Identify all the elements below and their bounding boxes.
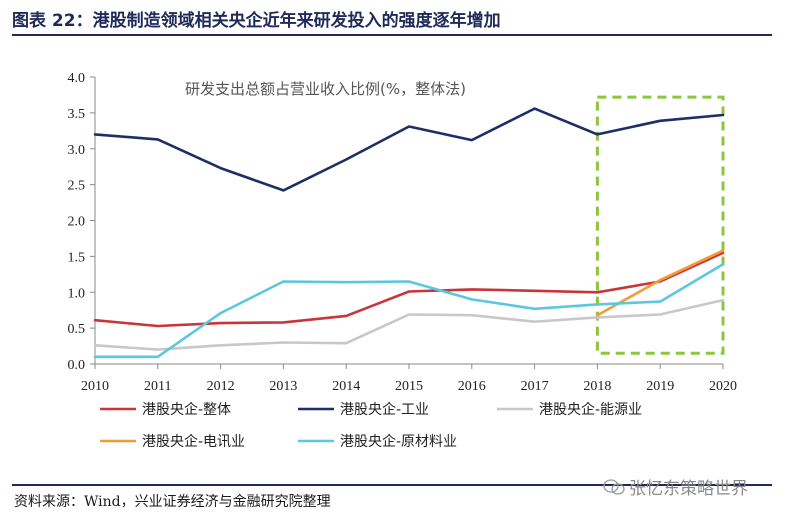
- y-tick-label: 3.5: [68, 107, 86, 122]
- legend-label: 港股央企-能源业: [539, 401, 642, 418]
- x-tick-label: 2014: [332, 379, 360, 394]
- x-tick-label: 2015: [395, 379, 423, 394]
- title-rule: [12, 34, 772, 36]
- x-tick-label: 2011: [144, 379, 171, 394]
- y-tick-label: 2.0: [68, 215, 86, 230]
- legend-label: 港股央企-整体: [142, 401, 231, 418]
- source-rule: [12, 484, 772, 486]
- chart-series: [93, 107, 725, 359]
- watermark: 张忆东策略世界: [603, 474, 748, 499]
- series-line: [93, 262, 725, 359]
- x-tick-label: 2013: [269, 379, 297, 394]
- chart-axes: 0.0 0.5 1.0 1.5 2.0 2.5 3.0 3.5 4.0 2010 2011 2012 2…: [68, 71, 738, 394]
- y-tick-label: 0.5: [68, 322, 86, 337]
- y-tick-label: 0.0: [68, 358, 86, 373]
- x-tick-label: 2020: [709, 379, 737, 394]
- x-tick-label: 2010: [81, 379, 109, 394]
- highlight-box: [595, 95, 725, 355]
- series-line: [93, 107, 725, 192]
- legend-label: 港股央企-电讯业: [142, 433, 245, 450]
- y-tick-label: 1.0: [68, 286, 86, 301]
- chart-title: 研发支出总额占营业收入比例(%，整体法): [185, 80, 466, 98]
- x-tick-label: 2019: [646, 379, 674, 394]
- y-tick-label: 2.5: [68, 179, 86, 194]
- x-tick-label: 2018: [583, 379, 611, 394]
- watermark-text: 张忆东策略世界: [629, 479, 748, 499]
- source-note: 资料来源：Wind，兴业证券经济与金融研究院整理: [14, 494, 331, 510]
- series-line: [93, 251, 725, 328]
- legend-label: 港股央企-工业: [340, 401, 429, 418]
- highlight-rect: [595, 95, 725, 355]
- x-tick-label: 2016: [458, 379, 486, 394]
- legend-label: 港股央企-原材料业: [340, 433, 457, 450]
- x-tick-label: 2017: [521, 379, 549, 394]
- figure-title: 图表 22：港股制造领域相关央企近年来研发投入的强度逐年增加: [12, 11, 501, 31]
- x-tick-label: 2012: [207, 379, 235, 394]
- y-tick-label: 4.0: [68, 71, 86, 86]
- y-tick-label: 1.5: [68, 250, 86, 265]
- series-line: [93, 298, 725, 351]
- wechat-icon: [603, 478, 625, 495]
- y-tick-label: 3.0: [68, 143, 86, 158]
